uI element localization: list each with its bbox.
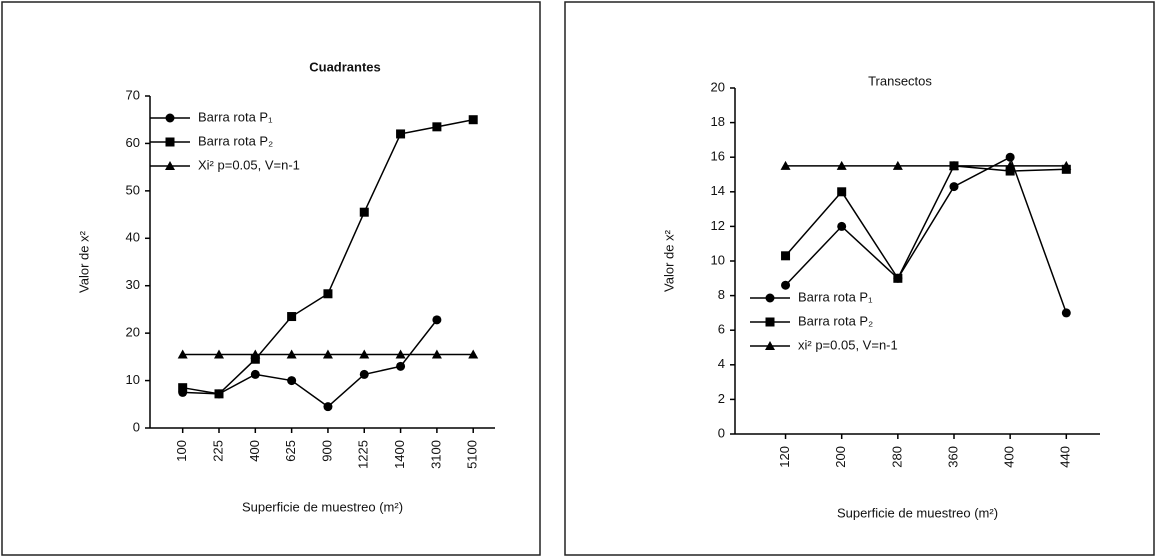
x-tick-label: 3100 [428, 440, 443, 469]
data-point [287, 312, 297, 322]
legend-label: xi² p=0.05, V=n-1 [798, 337, 898, 352]
data-point [165, 161, 175, 170]
data-point [323, 289, 333, 299]
y-tick-label: 70 [126, 87, 140, 102]
data-point [837, 221, 847, 231]
data-point [781, 280, 791, 290]
data-point [178, 383, 188, 393]
data-point [836, 160, 847, 170]
chart-title: Cuadrantes [309, 59, 381, 74]
legend-label: Barra rota P₂ [798, 313, 873, 328]
x-tick-label: 1400 [392, 440, 407, 469]
data-point [765, 341, 775, 350]
y-tick-label: 0 [718, 425, 725, 440]
y-tick-label: 6 [718, 322, 725, 337]
y-tick-label: 60 [126, 135, 140, 150]
y-tick-label: 20 [126, 325, 140, 340]
data-point [395, 349, 406, 359]
data-point [1005, 152, 1015, 162]
y-tick-label: 10 [126, 372, 140, 387]
y-tick-label: 8 [718, 287, 725, 302]
data-point [893, 273, 903, 283]
legend-label: Barra rota P₁ [198, 109, 273, 124]
y-axis-label: Valor de x² [76, 230, 91, 293]
y-tick-label: 16 [711, 149, 725, 164]
x-tick-label: 400 [247, 440, 262, 462]
y-tick-label: 20 [711, 79, 725, 94]
data-point [781, 251, 791, 261]
data-point [892, 160, 903, 170]
data-point [322, 349, 333, 359]
data-point [214, 349, 224, 359]
data-point [1061, 160, 1072, 170]
y-tick-label: 4 [718, 356, 725, 371]
y-tick-label: 14 [711, 183, 725, 198]
y-tick-label: 12 [711, 218, 725, 233]
x-tick-label: 625 [283, 440, 298, 462]
x-tick-label: 400 [1002, 446, 1017, 468]
series-line [182, 319, 438, 408]
data-point [250, 369, 260, 379]
data-point [468, 349, 479, 359]
legend-label: Xi² p=0.05, V=n-1 [198, 157, 300, 172]
x-tick-label: 225 [210, 440, 225, 462]
data-point [359, 207, 369, 217]
data-point [949, 182, 959, 192]
x-tick-label: 200 [833, 446, 848, 468]
data-point [1005, 166, 1015, 176]
x-tick-label: 440 [1058, 446, 1073, 468]
x-tick-label: 900 [319, 440, 334, 462]
data-point [396, 129, 406, 139]
x-tick-label: 100 [174, 440, 189, 462]
chart-title: Transectos [868, 73, 932, 88]
data-point [432, 315, 442, 325]
x-axis-label: Superficie de muestreo (m²) [242, 499, 403, 514]
data-point [837, 187, 847, 197]
legend-label: Barra rota P₁ [798, 289, 873, 304]
series-line [784, 165, 1067, 280]
x-tick-label: 1225 [356, 440, 371, 469]
data-point [287, 376, 297, 386]
data-point [432, 122, 442, 132]
data-point [765, 317, 775, 327]
data-point [780, 160, 791, 170]
y-tick-label: 30 [126, 277, 140, 292]
data-point [214, 389, 224, 399]
data-point [165, 113, 175, 123]
data-point [765, 293, 775, 303]
data-point [286, 349, 297, 359]
x-tick-label: 120 [777, 446, 792, 468]
data-point [323, 402, 333, 412]
y-tick-label: 0 [133, 419, 140, 434]
data-point [949, 160, 959, 170]
panel-frame [564, 1, 1155, 556]
x-tick-label: 5100 [465, 440, 480, 469]
data-point [250, 349, 261, 359]
data-point [359, 369, 369, 379]
series-line [784, 156, 1068, 314]
data-point [468, 115, 478, 125]
panel-frame [1, 1, 541, 556]
y-axis-label: Valor de x² [661, 229, 676, 292]
legend-label: Barra rota P₂ [198, 133, 273, 148]
x-tick-label: 360 [945, 446, 960, 468]
y-tick-label: 40 [126, 230, 140, 245]
y-tick-label: 50 [126, 182, 140, 197]
y-tick-label: 2 [718, 391, 725, 406]
data-point [250, 354, 260, 364]
data-point [359, 349, 370, 359]
data-point [177, 349, 188, 359]
data-point [431, 349, 442, 359]
x-tick-label: 280 [889, 446, 904, 468]
x-axis-label: Superficie de muestreo (m²) [837, 505, 998, 520]
y-tick-label: 18 [711, 114, 725, 129]
data-point [1005, 160, 1016, 170]
data-point [1061, 308, 1071, 318]
data-point [396, 361, 406, 371]
data-point [165, 137, 175, 147]
y-tick-label: 10 [711, 252, 725, 267]
